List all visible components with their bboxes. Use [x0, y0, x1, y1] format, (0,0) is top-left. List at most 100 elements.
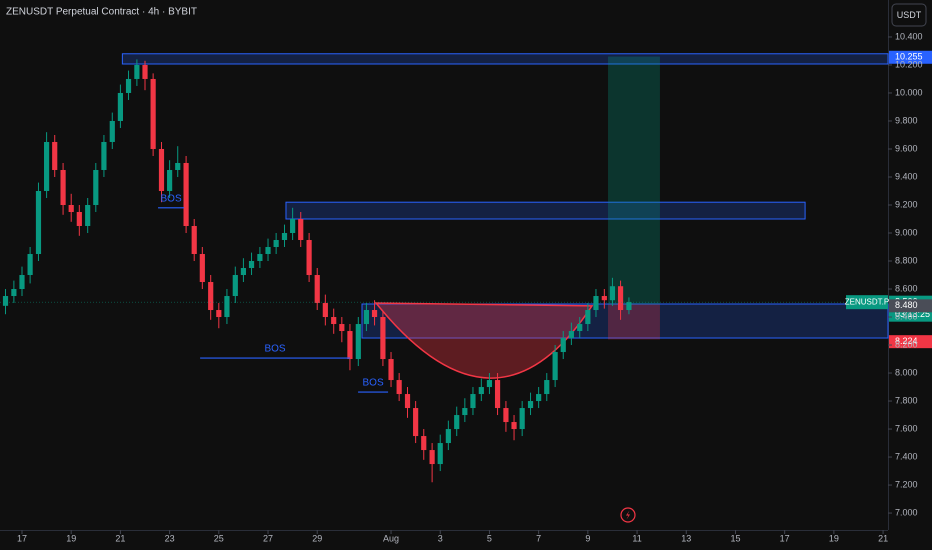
candle-body: [527, 401, 534, 409]
countdown-label: 03:13:25: [895, 309, 930, 319]
candle-body: [314, 275, 320, 304]
cup-curve: [374, 302, 594, 379]
candle-body: [2, 296, 9, 306]
y-tick-label: 8.000: [895, 367, 918, 377]
chart-title: ZENUSDT Perpetual Contract · 4h · BYBIT: [6, 7, 197, 18]
supply-demand-zone: [361, 303, 889, 339]
candle-body: [494, 380, 501, 409]
candle-body: [617, 286, 624, 311]
supply-demand-zone: [285, 201, 806, 220]
y-tick-label: 7.600: [895, 423, 918, 433]
candle-body: [593, 296, 599, 311]
candle-body: [216, 310, 222, 318]
candle-body: [347, 331, 353, 360]
candle-body: [445, 429, 451, 444]
price-label: 8.480: [895, 300, 918, 310]
candle-body: [257, 254, 263, 262]
candle-body: [265, 247, 271, 255]
supply-demand-zone: [121, 53, 889, 65]
x-tick-label: 9: [585, 533, 590, 543]
candle-body: [142, 64, 148, 79]
candle-body: [371, 310, 378, 318]
candle-body: [199, 254, 205, 283]
candle-body: [470, 394, 476, 409]
x-tick-label: 25: [214, 533, 224, 543]
target-zone: [608, 56, 660, 305]
candle-body: [183, 162, 189, 227]
y-tick-label: 9.000: [895, 227, 918, 237]
x-tick-label: 11: [632, 533, 641, 543]
x-tick-label: 23: [165, 533, 175, 543]
currency-label[interactable]: USDT: [897, 10, 922, 20]
candle-body: [224, 296, 230, 318]
candle-body: [544, 380, 550, 395]
candle-body: [536, 394, 542, 402]
y-tick-label: 8.400: [895, 311, 918, 321]
y-tick-label: 10.400: [895, 31, 923, 41]
candle-body: [388, 359, 394, 381]
candle-body: [322, 303, 328, 318]
currency-button[interactable]: [891, 3, 927, 27]
x-tick-label: 17: [780, 533, 790, 543]
replay-icon[interactable]: [620, 507, 636, 523]
y-tick-label: 8.800: [895, 255, 918, 265]
y-tick-label: 8.600: [895, 283, 918, 293]
candle-body: [60, 169, 66, 205]
candle-body: [454, 415, 460, 430]
candle-body: [396, 380, 402, 395]
bos-label: BOS: [363, 378, 384, 389]
candle-body: [380, 317, 386, 360]
candle-body: [486, 380, 493, 388]
bos-label: BOS: [264, 344, 285, 355]
candle-body: [273, 240, 279, 248]
y-tick-label: 7.400: [895, 451, 918, 461]
y-tick-label: 9.400: [895, 171, 918, 181]
candle-body: [175, 162, 181, 170]
candle-body: [585, 310, 591, 325]
candle-body: [117, 92, 123, 121]
y-tick-label: 9.200: [895, 199, 918, 209]
candle-body: [306, 240, 312, 276]
candle-body: [609, 286, 616, 301]
candle-body: [68, 204, 74, 212]
candle-body: [331, 317, 337, 325]
x-tick-label: 19: [66, 533, 76, 543]
x-tick-label: Aug: [383, 533, 399, 543]
candle-body: [568, 331, 574, 339]
candle-body: [134, 64, 140, 79]
candle-body: [290, 219, 296, 234]
x-tick-label: 15: [730, 533, 740, 543]
candle-body: [511, 422, 517, 430]
y-tick-label: 10.000: [895, 87, 923, 97]
candle-body: [478, 387, 484, 395]
candle-body: [52, 141, 58, 170]
x-tick-label: 19: [829, 533, 839, 543]
candle-body: [560, 338, 566, 353]
x-tick-label: 21: [115, 533, 125, 543]
candle-body: [44, 141, 50, 191]
candle-body: [85, 204, 91, 227]
candle-body: [363, 310, 370, 325]
candle-body: [11, 289, 17, 297]
x-tick-label: 7: [536, 533, 541, 543]
stop-zone: [608, 304, 660, 340]
candle-body: [421, 436, 427, 451]
price-label-box: [889, 50, 932, 64]
candle-body: [413, 408, 419, 437]
symbol-tag: [846, 295, 888, 310]
y-tick-label: 7.000: [895, 507, 918, 517]
candle-body: [601, 296, 607, 301]
y-tick-label: 7.200: [895, 479, 918, 489]
x-tick-label: 21: [878, 533, 888, 543]
candles-layer: [2, 59, 632, 483]
candle-body: [281, 233, 288, 241]
symbol-tag-label: ZENUSDT.P: [845, 297, 889, 306]
candle-body: [19, 275, 25, 290]
candle-body: [355, 324, 361, 360]
candle-body: [519, 408, 525, 430]
y-tick-label: 9.600: [895, 143, 918, 153]
price-label-box: [889, 335, 932, 349]
bos-label: BOS: [161, 193, 182, 204]
